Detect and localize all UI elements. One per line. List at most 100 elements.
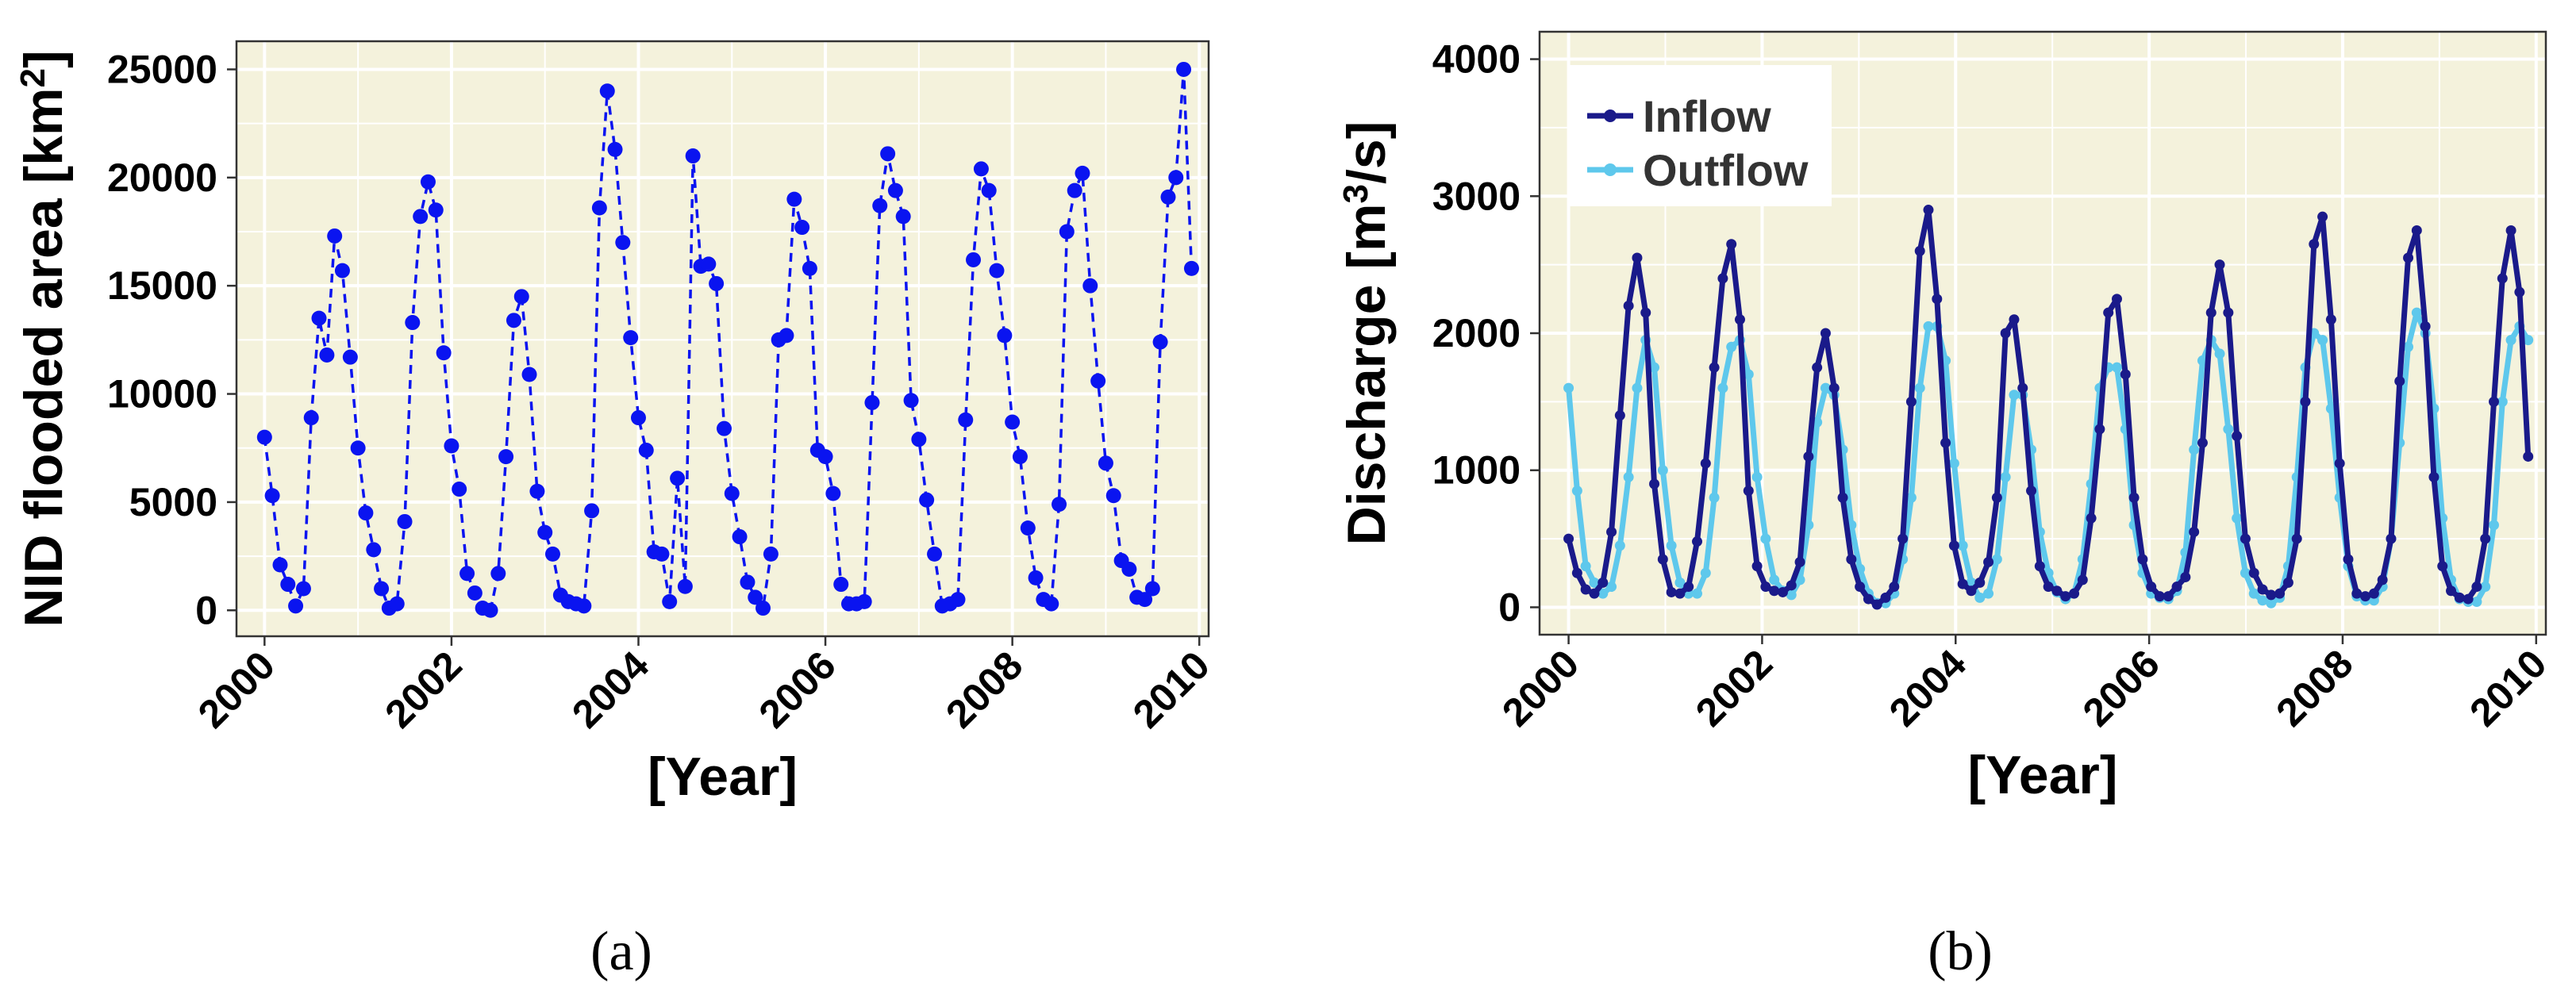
- data-point: [997, 328, 1013, 344]
- inflow-point: [2360, 591, 2371, 602]
- inflow-point: [2480, 533, 2491, 544]
- data-point: [856, 593, 872, 609]
- inflow-point: [2146, 582, 2157, 593]
- inflow-point: [1794, 556, 1805, 567]
- legend-inflow-marker: [1604, 109, 1617, 122]
- outflow-point: [1674, 577, 1686, 588]
- legend: Inflow Outflow: [1570, 65, 1832, 206]
- inflow-point: [2411, 225, 2422, 236]
- inflow-point: [1606, 526, 1617, 537]
- inflow-point: [1692, 536, 1703, 547]
- inflow-point: [1726, 239, 1737, 250]
- inflow-point: [2197, 437, 2208, 448]
- inflow-point: [1905, 396, 1917, 407]
- inflow-point: [1897, 533, 1909, 544]
- y-axis-title: Discharge [m3/s]: [1336, 121, 1397, 546]
- outflow-point: [1743, 369, 1754, 380]
- inflow-point: [1846, 554, 1857, 565]
- legend-outflow-marker: [1604, 163, 1617, 176]
- inflow-point: [2163, 591, 2174, 602]
- inflow-point: [1683, 582, 1694, 593]
- inflow-point: [2154, 591, 2165, 602]
- inflow-point: [2103, 307, 2114, 318]
- y-tick-label: 10000: [107, 372, 217, 417]
- inflow-point: [2069, 588, 2080, 599]
- outflow-point: [1948, 458, 1959, 469]
- x-tick-label: 2004: [1881, 641, 1974, 735]
- inflow-point: [2214, 259, 2225, 271]
- data-point: [958, 412, 974, 428]
- data-point: [724, 486, 740, 501]
- outflow-point: [1623, 471, 1634, 482]
- legend-box: [1570, 65, 1832, 206]
- inflow-point: [2266, 589, 2277, 601]
- inflow-point: [2051, 585, 2063, 597]
- outflow-point: [1614, 540, 1625, 551]
- data-point: [1020, 520, 1036, 536]
- inflow-point: [2497, 273, 2508, 284]
- inflow-point: [2325, 314, 2336, 325]
- data-point: [1176, 61, 1192, 77]
- data-point: [1105, 488, 1121, 504]
- data-point: [630, 410, 646, 426]
- data-point: [638, 442, 654, 458]
- data-point: [374, 581, 390, 597]
- data-point: [919, 492, 935, 508]
- outflow-point: [2000, 471, 2011, 482]
- inflow-point: [1717, 273, 1728, 284]
- data-point: [1075, 165, 1090, 181]
- data-point: [319, 347, 335, 363]
- inflow-point: [2223, 307, 2234, 318]
- data-point: [1137, 592, 1153, 608]
- inflow-point: [2017, 382, 2028, 394]
- outflow-point: [2480, 582, 2491, 593]
- x-tick-label: 2004: [563, 643, 657, 736]
- data-point: [973, 161, 989, 177]
- data-point: [537, 524, 553, 540]
- y-tick-label: 2000: [1432, 311, 1521, 355]
- inflow-point: [2377, 574, 2388, 585]
- data-point: [966, 251, 982, 267]
- outflow-point: [2523, 335, 2534, 346]
- data-point: [1044, 596, 1059, 612]
- data-point: [452, 482, 467, 497]
- data-point: [1152, 334, 1168, 350]
- outflow-point: [1657, 465, 1668, 476]
- data-point: [264, 488, 280, 504]
- inflow-point: [2489, 396, 2500, 407]
- outflow-point: [2471, 597, 2482, 608]
- data-point: [1098, 455, 1113, 471]
- inflow-point: [2317, 211, 2328, 222]
- panel-a-flooded-area-chart: 0 5000 10000 15000 20000 25000 2000 2002 2004 200…: [13, 40, 1218, 982]
- data-point: [1082, 278, 1098, 294]
- inflow-point: [1632, 252, 1643, 263]
- outflow-point: [1769, 574, 1780, 585]
- data-point: [397, 513, 413, 529]
- inflow-point: [1760, 582, 1771, 593]
- data-point: [584, 503, 600, 519]
- data-point: [358, 505, 374, 521]
- inflow-point: [2248, 567, 2259, 578]
- outflow-point: [2505, 335, 2516, 346]
- outflow-point: [2266, 597, 2277, 608]
- outflow-point: [1598, 588, 1609, 599]
- inflow-point: [1991, 492, 2002, 503]
- inflow-point: [1666, 586, 1677, 597]
- x-tick-label: 2010: [2461, 641, 2555, 735]
- grid-lines: [236, 41, 1209, 636]
- data-point: [521, 367, 537, 382]
- data-point: [607, 141, 623, 157]
- data-point: [350, 440, 366, 456]
- legend-inflow-label: Inflow: [1643, 91, 1771, 141]
- inflow-point: [1923, 205, 1934, 216]
- inflow-point: [2428, 471, 2440, 482]
- inflow-point: [2111, 294, 2122, 305]
- inflow-point: [1914, 245, 1925, 256]
- inflow-point: [2274, 588, 2286, 599]
- inflow-point: [1837, 492, 1848, 503]
- inflow-point: [1871, 599, 1882, 610]
- data-point: [529, 483, 545, 499]
- y-tick-label: 0: [195, 588, 217, 632]
- x-tick-label: 2000: [1494, 641, 1587, 735]
- inflow-point: [2205, 307, 2217, 318]
